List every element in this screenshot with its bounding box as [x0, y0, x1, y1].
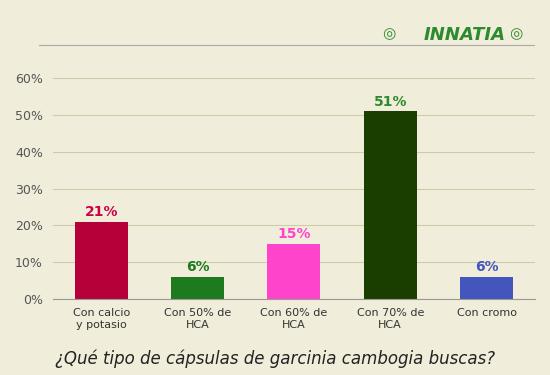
Bar — [171, 277, 224, 298]
Bar — [364, 111, 417, 298]
Text: 6%: 6% — [475, 260, 498, 274]
Bar — [460, 277, 513, 298]
Bar — [75, 222, 128, 298]
Text: ¿Qué tipo de cápsulas de garcinia cambogia buscas?: ¿Qué tipo de cápsulas de garcinia cambog… — [55, 349, 495, 368]
Text: 21%: 21% — [84, 205, 118, 219]
Text: 51%: 51% — [373, 95, 407, 109]
Text: 15%: 15% — [277, 227, 311, 241]
Text: 6%: 6% — [186, 260, 210, 274]
Text: ◎: ◎ — [509, 26, 522, 41]
Text: ◎: ◎ — [382, 26, 395, 41]
Bar — [267, 244, 320, 298]
Text: INNATIA: INNATIA — [424, 26, 506, 44]
